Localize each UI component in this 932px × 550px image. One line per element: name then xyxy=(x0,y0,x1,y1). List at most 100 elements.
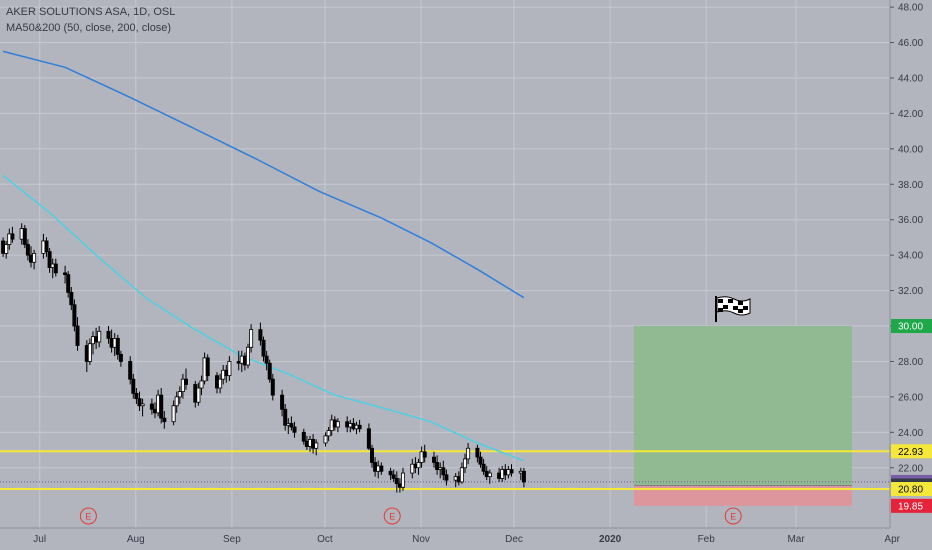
candle-body xyxy=(72,304,77,327)
symbol-title: AKER SOLUTIONS ASA, 1D, OSL xyxy=(6,6,176,18)
price-tag-label: 19.85 xyxy=(898,501,923,512)
x-tick-label: Aug xyxy=(127,534,145,545)
candle-body xyxy=(444,474,449,481)
earnings-label: E xyxy=(389,512,395,522)
candle-body xyxy=(75,325,80,346)
candle-body xyxy=(177,391,182,398)
candle xyxy=(283,403,288,431)
x-tick-label: Dec xyxy=(505,534,523,545)
ma50-line xyxy=(2,174,525,462)
candle-body xyxy=(196,387,201,403)
y-tick-label: 48.00 xyxy=(898,3,923,14)
candle xyxy=(292,421,297,438)
candle xyxy=(66,271,71,298)
candle xyxy=(53,258,58,277)
candle xyxy=(400,467,405,491)
indicator-title: MA50&200 (50, close, 200, close) xyxy=(6,22,172,34)
candle xyxy=(177,386,182,404)
price-tag xyxy=(891,482,932,497)
candle xyxy=(171,400,176,426)
ma200-line xyxy=(2,50,525,299)
candle-body xyxy=(180,378,185,392)
candle-body xyxy=(441,467,446,476)
flag-square xyxy=(718,299,723,303)
stop-zone xyxy=(634,485,852,506)
candle xyxy=(249,324,254,353)
x-tick-label: Apr xyxy=(884,534,900,545)
candle-body xyxy=(245,346,250,366)
candle xyxy=(128,356,133,385)
candle-body xyxy=(53,263,58,274)
candle xyxy=(134,388,139,404)
candle xyxy=(487,469,492,484)
candle-body xyxy=(481,463,486,472)
candle xyxy=(435,455,440,475)
y-tick-label: 44.00 xyxy=(898,73,923,84)
candle-body xyxy=(416,462,421,469)
candle-body xyxy=(87,343,92,362)
earnings-circle xyxy=(383,507,401,525)
candle xyxy=(475,444,480,463)
x-tick-label: Jul xyxy=(33,534,46,545)
candle-body xyxy=(314,442,319,449)
candle-body xyxy=(69,291,74,306)
candle xyxy=(22,225,27,249)
x-tick-label: Sep xyxy=(223,534,241,545)
earnings-marker[interactable]: E xyxy=(79,507,97,525)
candle-body xyxy=(10,233,15,240)
candle xyxy=(416,458,421,475)
candle-body xyxy=(32,252,37,263)
candle xyxy=(149,398,154,415)
candle xyxy=(267,359,272,383)
earnings-label: E xyxy=(85,512,91,522)
candle-body xyxy=(270,378,275,396)
candle xyxy=(72,299,77,332)
flag-square xyxy=(718,308,723,312)
candle xyxy=(63,265,68,284)
x-tick-label: Oct xyxy=(317,534,333,545)
flag-square xyxy=(743,306,748,310)
price-tag-label: 30.00 xyxy=(898,322,923,333)
candle xyxy=(280,389,285,417)
candle xyxy=(44,237,49,257)
candle xyxy=(106,326,111,344)
candle xyxy=(379,462,384,475)
candle-body xyxy=(25,244,30,256)
candle-body xyxy=(140,403,145,407)
flag-square xyxy=(728,299,733,303)
y-tick-label: 38.00 xyxy=(898,180,923,191)
candle-body xyxy=(289,423,294,428)
candle xyxy=(137,391,142,412)
candle-body xyxy=(466,447,471,460)
candle-body xyxy=(394,477,399,485)
profit-zone xyxy=(634,326,852,486)
candle xyxy=(357,419,362,433)
candle-body xyxy=(199,380,204,389)
candle xyxy=(314,439,319,456)
candle-body xyxy=(422,451,427,458)
candle xyxy=(394,471,399,493)
price-tag-label: 20.80 xyxy=(898,485,923,496)
candle xyxy=(441,460,446,481)
x-tick-label: Feb xyxy=(698,534,716,545)
checkered-flag-icon xyxy=(715,296,751,322)
earnings-marker[interactable]: E xyxy=(383,507,401,525)
candle-body xyxy=(357,424,362,430)
candle xyxy=(87,338,92,365)
candle xyxy=(4,240,9,259)
earnings-marker[interactable]: E xyxy=(724,507,742,525)
candle-body xyxy=(391,474,396,479)
candle xyxy=(459,462,464,484)
y-tick-label: 40.00 xyxy=(898,144,923,155)
candle-body xyxy=(66,274,71,293)
candle xyxy=(205,354,210,381)
candle-body xyxy=(326,430,331,437)
candle-body xyxy=(462,458,467,469)
flag-square xyxy=(733,306,738,310)
candle-body xyxy=(435,462,440,470)
candle-body xyxy=(149,403,154,410)
candle xyxy=(174,391,179,413)
candle xyxy=(218,373,223,394)
